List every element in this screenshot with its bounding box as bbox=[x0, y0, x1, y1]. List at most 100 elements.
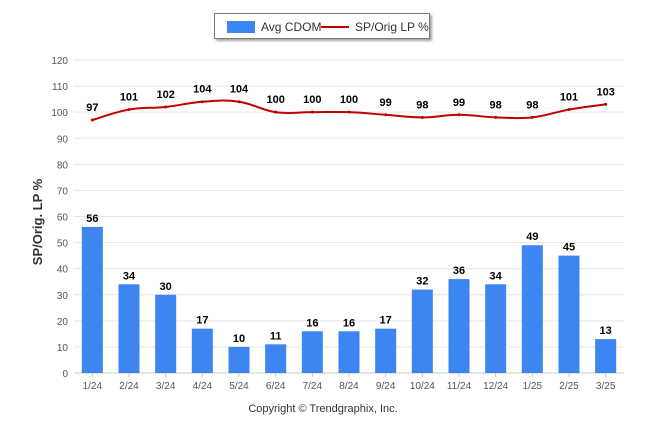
bar-data-labels: 56 34 30 17 10 11 16 16 17 32 36 34 49 45 13 bbox=[86, 213, 612, 345]
x-tick-label: 3/24 bbox=[156, 381, 176, 392]
x-tick-label: 1/25 bbox=[523, 381, 543, 392]
bar bbox=[595, 339, 617, 373]
x-tick-label: 11/24 bbox=[447, 381, 472, 392]
line-data-label: 102 bbox=[156, 89, 174, 101]
bar-data-label: 45 bbox=[563, 242, 575, 254]
bar bbox=[301, 331, 323, 373]
bar bbox=[191, 328, 213, 373]
line-data-label: 98 bbox=[416, 99, 428, 111]
bar-data-label: 17 bbox=[196, 315, 208, 327]
y-tick-label: 120 bbox=[51, 56, 68, 67]
line-point bbox=[274, 110, 278, 114]
legend-item-avg-cdom: Avg CDOM bbox=[227, 20, 321, 34]
x-tick-label: 10/24 bbox=[410, 381, 435, 392]
line-point bbox=[347, 110, 351, 114]
line-point bbox=[90, 118, 94, 122]
line-data-label: 100 bbox=[266, 94, 284, 106]
x-tick-label: 12/24 bbox=[483, 381, 508, 392]
legend-label-avg-cdom: Avg CDOM bbox=[261, 20, 322, 34]
line-point bbox=[164, 105, 168, 109]
line-point bbox=[310, 110, 314, 114]
bar bbox=[265, 344, 287, 373]
y-axis-title: SP/Orig. LP % bbox=[30, 178, 45, 265]
bar-data-label: 49 bbox=[526, 231, 538, 243]
bar-data-label: 17 bbox=[380, 315, 392, 327]
chart-legend: Avg CDOM SP/Orig LP % bbox=[214, 13, 430, 39]
line-point bbox=[127, 108, 131, 112]
line-data-label: 101 bbox=[120, 92, 138, 104]
y-tick-labels: 0 10 20 30 40 50 60 70 80 90 100 110 120 bbox=[51, 56, 68, 380]
x-tick-label: 4/24 bbox=[193, 381, 213, 392]
bar-data-label: 13 bbox=[600, 325, 612, 337]
bar bbox=[118, 284, 140, 373]
line-point bbox=[420, 115, 424, 119]
line-point bbox=[200, 100, 204, 104]
y-tick-label: 50 bbox=[57, 239, 69, 250]
y-tick-label: 90 bbox=[57, 134, 69, 145]
x-tick-label: 9/24 bbox=[376, 381, 396, 392]
bar bbox=[228, 346, 250, 373]
line-point bbox=[457, 113, 461, 117]
legend-swatch-line bbox=[321, 26, 349, 28]
x-tick-label: 3/25 bbox=[596, 381, 616, 392]
bar-data-label: 36 bbox=[453, 265, 465, 277]
line-point bbox=[567, 108, 571, 112]
line-point bbox=[604, 102, 608, 106]
line-data-label: 104 bbox=[193, 84, 212, 96]
y-tick-label: 60 bbox=[57, 213, 69, 224]
bar bbox=[448, 279, 470, 373]
y-tick-label: 80 bbox=[57, 160, 69, 171]
line-data-labels: 97 101 102 104 104 100 100 100 99 98 99 98 98 101 103 bbox=[86, 84, 615, 114]
bar-data-label: 10 bbox=[233, 333, 245, 345]
line-data-label: 104 bbox=[230, 84, 249, 96]
y-tick-label: 30 bbox=[57, 291, 69, 302]
line-point bbox=[530, 115, 534, 119]
y-tick-label: 0 bbox=[62, 369, 68, 380]
line-point bbox=[494, 115, 498, 119]
x-tick-label: 8/24 bbox=[339, 381, 359, 392]
bar-data-label: 34 bbox=[123, 270, 136, 282]
bar bbox=[485, 284, 507, 373]
bar-data-label: 30 bbox=[160, 281, 172, 293]
line-data-label: 98 bbox=[526, 99, 538, 111]
bar-data-label: 16 bbox=[306, 317, 318, 329]
x-tick-label: 5/24 bbox=[229, 381, 249, 392]
bar bbox=[338, 331, 360, 373]
y-tick-label: 70 bbox=[57, 186, 69, 197]
bar bbox=[558, 255, 580, 373]
bar bbox=[155, 294, 177, 373]
line-series bbox=[90, 99, 608, 122]
line-data-label: 97 bbox=[86, 102, 98, 114]
bar bbox=[411, 289, 433, 373]
line-data-label: 103 bbox=[596, 86, 614, 98]
line-data-label: 99 bbox=[453, 97, 465, 109]
y-tick-label: 100 bbox=[51, 108, 68, 119]
copyright-footer: Copyright © Trendgraphix, Inc. bbox=[248, 403, 398, 415]
legend-swatch-bar bbox=[227, 21, 255, 33]
bar-data-label: 34 bbox=[490, 270, 503, 282]
line-point bbox=[384, 113, 388, 117]
bar-data-label: 32 bbox=[416, 276, 428, 288]
bar bbox=[81, 226, 103, 373]
bar bbox=[521, 245, 543, 373]
y-tick-label: 20 bbox=[57, 317, 69, 328]
bar-series bbox=[81, 226, 617, 373]
line-data-label: 100 bbox=[303, 94, 321, 106]
y-tick-label: 40 bbox=[57, 265, 69, 276]
x-tick-label: 1/24 bbox=[83, 381, 103, 392]
legend-item-sp-orig-lp: SP/Orig LP % bbox=[321, 20, 429, 34]
x-tick-label: 6/24 bbox=[266, 381, 286, 392]
x-tick-label: 2/25 bbox=[559, 381, 579, 392]
line-data-label: 101 bbox=[560, 92, 578, 104]
bar-data-label: 56 bbox=[86, 213, 98, 225]
bar-data-label: 11 bbox=[270, 330, 282, 342]
legend-label-sp-orig-lp: SP/Orig LP % bbox=[355, 20, 429, 34]
bar bbox=[375, 328, 397, 373]
x-tick-label: 2/24 bbox=[119, 381, 139, 392]
line-data-label: 99 bbox=[380, 97, 392, 109]
x-tick-labels: 1/24 2/24 3/24 4/24 5/24 6/24 7/24 8/24 9/24 10/2… bbox=[83, 373, 616, 392]
y-tick-label: 10 bbox=[57, 343, 69, 354]
x-tick-label: 7/24 bbox=[303, 381, 323, 392]
